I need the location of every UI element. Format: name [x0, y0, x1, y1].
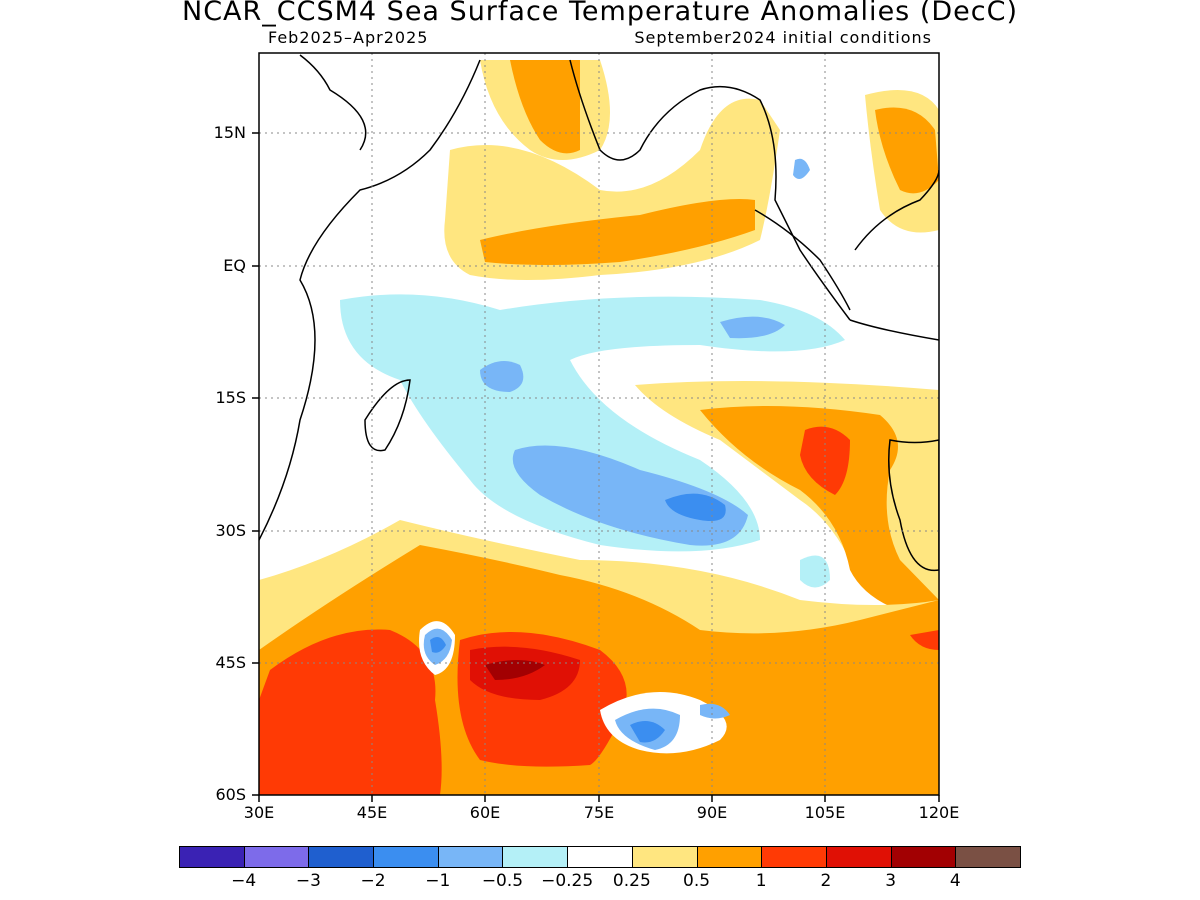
colorbar-tick-label: −2	[360, 871, 386, 891]
lat-label: EQ	[223, 256, 246, 275]
colorbar-swatch	[567, 846, 633, 868]
gridlines	[259, 53, 939, 795]
initial-conditions-label: September2024 initial conditions	[634, 28, 932, 47]
colorbar-tick-label: −3	[295, 871, 321, 891]
colorbar-swatch	[825, 846, 892, 868]
lon-label: 45E	[356, 803, 388, 822]
period-label: Feb2025–Apr2025	[268, 28, 429, 47]
colorbar-swatch	[761, 846, 827, 868]
lon-label: 60E	[469, 803, 501, 822]
warm-region-arabian-core	[510, 60, 580, 154]
colorbar-swatch	[179, 846, 245, 868]
lon-label: 75E	[583, 803, 615, 822]
colorbar-tick-label: 2	[820, 871, 832, 891]
lat-label: 30S	[215, 521, 246, 540]
colorbar-swatch	[373, 846, 439, 868]
colorbar-swatch	[890, 846, 957, 868]
lon-label: 30E	[243, 803, 275, 822]
coastlines	[259, 54, 939, 572]
axis-ticks	[252, 132, 940, 802]
colorbar-tick-label: 0.25	[612, 871, 651, 891]
lat-label: 15N	[213, 123, 246, 142]
lon-label: 120E	[918, 803, 960, 822]
lat-label: 60S	[215, 785, 246, 804]
anomaly-field	[259, 53, 939, 795]
cool-region	[340, 294, 845, 552]
colorbar-swatch	[243, 846, 310, 868]
colorbar-swatch	[955, 846, 1021, 868]
warm-band-equator	[480, 199, 755, 265]
warm-region-southwest	[259, 629, 442, 795]
colorbar-swatch	[631, 846, 698, 868]
colorbar-tick-label: 0.5	[683, 871, 711, 891]
colorbar-swatch	[696, 846, 763, 868]
colorbar-swatch	[308, 846, 375, 868]
cool-patch-mid	[512, 445, 748, 546]
colorbar-swatch	[502, 846, 569, 868]
colorbar-tick-label: −0.25	[541, 871, 594, 891]
lon-label: 90E	[696, 803, 728, 822]
colorbar-tick-label: 3	[885, 871, 897, 891]
colorbar-tick-label: 1	[755, 871, 767, 891]
lat-label: 45S	[215, 653, 246, 672]
colorbar-tick-label: −1	[425, 871, 451, 891]
warm-core-south	[485, 660, 545, 680]
lon-label: 105E	[804, 803, 846, 822]
colorbar-tick-label: −4	[231, 871, 257, 891]
lat-label: 15S	[215, 388, 246, 407]
warm-core-east	[800, 426, 850, 495]
colorbar	[179, 846, 1021, 870]
page-title: NCAR_CCSM4 Sea Surface Temperature Anoma…	[182, 0, 1018, 27]
colorbar-swatch	[437, 846, 504, 868]
colorbar-tick-label: 4	[949, 871, 961, 891]
cool-core	[665, 493, 726, 521]
colorbar-tick-label: −0.5	[481, 871, 524, 891]
